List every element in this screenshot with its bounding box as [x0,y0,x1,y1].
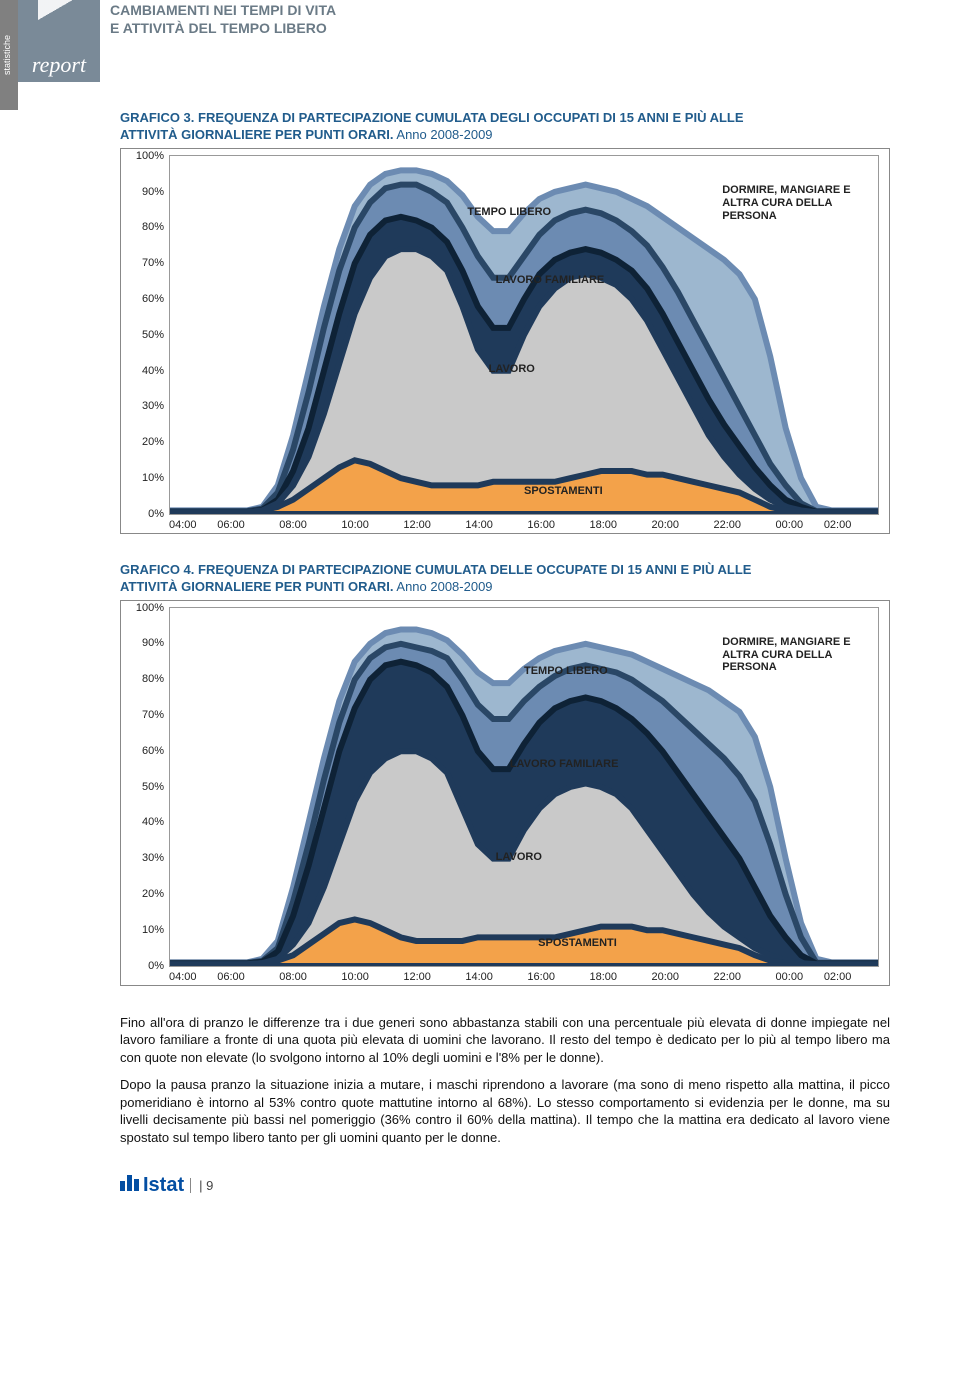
ytick: 20% [124,436,164,448]
sidebar-tab: statistiche [0,0,18,110]
xtick: 04:00 [169,519,197,531]
ytick: 80% [124,221,164,233]
ytick: 30% [124,852,164,864]
xtick: 12:00 [403,971,431,983]
chart4-title-a: GRAFICO 4. FREQUENZA DI PARTECIPAZIONE C… [120,562,751,577]
chart-label-lavoro: LAVORO [496,851,542,864]
ytick: 30% [124,400,164,412]
xtick: 06:00 [217,971,245,983]
chart-label-lavoro_fam: LAVORO FAMILIARE [510,758,619,771]
ytick: 100% [124,150,164,162]
xtick: 08:00 [279,971,307,983]
chart-label-dormire: DORMIRE, MANGIARE E ALTRA CURA DELLA PER… [722,184,850,222]
ytick: 70% [124,257,164,269]
xtick: 16:00 [527,971,555,983]
xtick: 18:00 [589,971,617,983]
chart3-plot: 100%90%80%70%60%50%40%30%20%10%0%TEMPO L… [169,155,879,515]
doc-title-line1: CAMBIAMENTI NEI TEMPI DI VITA [110,2,336,18]
chart-label-lavoro_fam: LAVORO FAMILIARE [496,274,605,287]
xtick: 20:00 [651,971,679,983]
page-number: | 9 [190,1178,213,1193]
doc-title: CAMBIAMENTI NEI TEMPI DI VITA E ATTIVITÀ… [110,2,336,37]
xtick: 18:00 [589,519,617,531]
xtick: 10:00 [341,519,369,531]
xtick: 22:00 [714,971,742,983]
logo-text: report [32,52,86,78]
ytick: 40% [124,365,164,377]
istat-text: Istat [143,1174,184,1196]
xtick: 20:00 [651,519,679,531]
ytick: 40% [124,816,164,828]
xtick: 10:00 [341,971,369,983]
chart3-xticks: 04:00 06:00 08:00 10:00 12:00 14:00 16:00 18:00… [169,515,879,531]
chart-label-tempo_libero: TEMPO LIBERO [467,206,551,219]
doc-title-line2: E ATTIVITÀ DEL TEMPO LIBERO [110,20,327,36]
chart3-caption: GRAFICO 3. FREQUENZA DI PARTECIPAZIONE C… [120,110,890,144]
xtick: 12:00 [403,519,431,531]
chart-label-spostamenti: SPOSTAMENTI [524,485,603,498]
xtick: 04:00 [169,971,197,983]
header-band: statistiche report CAMBIAMENTI NEI TEMPI… [0,0,960,110]
ytick: 80% [124,673,164,685]
istat-logo: Istat [120,1174,184,1197]
xtick: 22:00 [714,519,742,531]
chart-label-dormire: DORMIRE, MANGIARE E ALTRA CURA DELLA PER… [722,636,850,674]
paragraph-2: Dopo la pausa pranzo la situazione inizi… [120,1076,890,1146]
chart-label-lavoro: LAVORO [489,363,535,376]
ytick: 90% [124,186,164,198]
pie-icon [18,0,78,60]
ytick: 10% [124,472,164,484]
chart3-frame: 100% 90% 80% 70% 60% 50% 40% 30% 20% 10% 0% TEMPO L… [120,148,890,534]
ytick: 100% [124,602,164,614]
xtick: 14:00 [465,971,493,983]
chart3-title-b: ATTIVITÀ GIORNALIERE PER PUNTI ORARI. [120,127,394,142]
xtick: 00:00 [776,971,804,983]
xtick: 08:00 [279,519,307,531]
footer: Istat | 9 [0,1156,960,1207]
bars-icon [120,1175,139,1191]
xtick: 16:00 [527,519,555,531]
paragraph-1: Fino all'ora di pranzo le differenze tra… [120,1014,890,1067]
report-logo: report [18,0,100,82]
ytick: 90% [124,637,164,649]
ytick: 0% [124,960,164,972]
ytick: 70% [124,709,164,721]
chart4-sub: Anno 2008-2009 [394,579,493,594]
ytick: 50% [124,781,164,793]
ytick: 60% [124,293,164,305]
ytick: 10% [124,924,164,936]
chart-label-spostamenti: SPOSTAMENTI [538,937,617,950]
ytick: 60% [124,745,164,757]
xtick: 02:00 [824,971,852,983]
xtick: 06:00 [217,519,245,531]
chart4-xticks: 04:00 06:00 08:00 10:00 12:00 14:00 16:00 18:00… [169,967,879,983]
ytick: 50% [124,329,164,341]
chart4-caption: GRAFICO 4. FREQUENZA DI PARTECIPAZIONE C… [120,562,890,596]
chart4-title-b: ATTIVITÀ GIORNALIERE PER PUNTI ORARI. [120,579,394,594]
content: GRAFICO 3. FREQUENZA DI PARTECIPAZIONE C… [0,110,960,1146]
ytick: 20% [124,888,164,900]
chart3-sub: Anno 2008-2009 [394,127,493,142]
chart3-title-a: GRAFICO 3. FREQUENZA DI PARTECIPAZIONE C… [120,110,744,125]
xtick: 00:00 [776,519,804,531]
ytick: 0% [124,508,164,520]
xtick: 14:00 [465,519,493,531]
chart4-frame: 100% 90% 80% 70% 60% 50% 40% 30% 20% 10% 0% TEMPO L… [120,600,890,986]
chart-label-tempo_libero: TEMPO LIBERO [524,665,608,678]
xtick: 02:00 [824,519,852,531]
chart4-plot: 100%90%80%70%60%50%40%30%20%10%0%TEMPO L… [169,607,879,967]
